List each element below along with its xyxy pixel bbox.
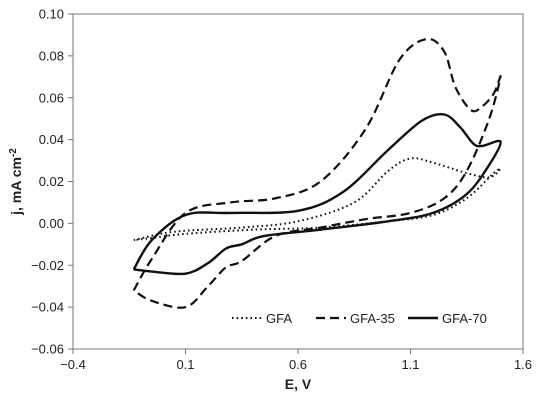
y-axis-title-main: j, mA cm [8, 157, 24, 216]
series-line-gfa-35 [132, 37, 502, 309]
y-tick-label: 0.06 [39, 90, 64, 105]
y-tick-label: 0.02 [39, 174, 64, 189]
y-axis-ticks: −0.06 −0.04 −0.02 0.00 0.02 0.04 0.06 0.08 0.10 [31, 7, 73, 357]
y-tick-label: −0.06 [31, 342, 64, 357]
legend: GFA GFA-35 GFA-70 [232, 311, 487, 326]
y-axis-title-superscript: -2 [8, 148, 19, 157]
plot-area-border [72, 13, 524, 350]
legend-label-gfa-70: GFA-70 [442, 311, 487, 326]
x-tick-label: −0.4 [60, 357, 86, 372]
x-axis-title: E, V [285, 376, 312, 392]
x-tick-label: 0.1 [176, 357, 194, 372]
x-tick-label: 1.6 [514, 357, 532, 372]
y-tick-label: −0.02 [31, 258, 64, 273]
x-tick-label: 1.1 [401, 357, 419, 372]
series-line-gfa [133, 157, 502, 242]
y-tick-label: 0.08 [39, 48, 64, 63]
plot-frame [72, 13, 524, 350]
y-tick-label: 0.04 [39, 132, 64, 147]
legend-label-gfa: GFA [266, 311, 292, 326]
series-line-gfa-70 [132, 113, 502, 276]
y-tick-label: 0.10 [39, 7, 64, 22]
y-tick-label: 0.00 [39, 216, 64, 231]
legend-label-gfa-35: GFA-35 [350, 311, 395, 326]
series-layer [132, 37, 502, 309]
y-axis-title: j, mA cm-2 [8, 148, 24, 216]
y-tick-label: −0.04 [31, 300, 64, 315]
x-tick-label: 0.6 [289, 357, 307, 372]
x-axis-ticks: −0.4 0.1 0.6 1.1 1.6 [60, 349, 532, 372]
